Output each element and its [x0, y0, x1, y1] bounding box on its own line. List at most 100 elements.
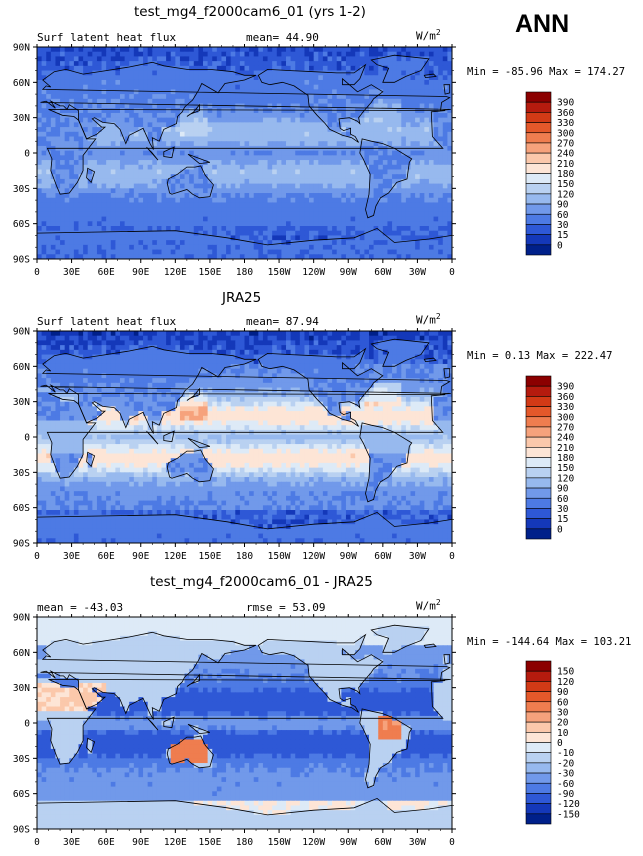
y-tick-label: 60N: [13, 648, 30, 659]
colorbar-box: [525, 132, 552, 144]
colorbar-box: [525, 234, 552, 246]
colorbar-label: -150: [557, 809, 580, 820]
x-tick-label: 120W: [302, 551, 325, 562]
colorbar-box: [525, 711, 552, 723]
colorbar-box: [525, 416, 552, 428]
colorbar-label: 240: [557, 149, 574, 160]
x-tick-label: 120E: [164, 267, 187, 278]
colorbar-label: 60: [557, 210, 569, 221]
y-tick-label: 30N: [13, 397, 30, 408]
colorbar-box: [525, 518, 552, 530]
colorbar-label: 150: [557, 667, 574, 678]
colorbar-label: 120: [557, 677, 574, 688]
season-label: ANN: [515, 10, 570, 38]
colorbar-label: 330: [557, 402, 574, 413]
colorbar-box: [525, 183, 552, 195]
colorbar-label: 120: [557, 473, 574, 484]
x-tick-label: 150E: [198, 267, 221, 278]
x-tick-label: 0: [449, 837, 455, 848]
x-tick-label: 180: [236, 267, 253, 278]
x-tick-label: 60E: [98, 551, 115, 562]
colorbar-label: 150: [557, 463, 574, 474]
colorbar-box: [525, 477, 552, 489]
x-tick-label: 30W: [409, 837, 426, 848]
x-tick-label: 120E: [164, 551, 187, 562]
colorbar-box: [525, 122, 552, 134]
colorbar-box: [525, 721, 552, 733]
colorbar-label: 60: [557, 697, 569, 708]
colorbar-box: [525, 497, 552, 509]
y-tick-label: 0: [24, 433, 30, 444]
x-tick-label: 90E: [132, 551, 149, 562]
y-tick-label: 90S: [13, 255, 30, 266]
x-tick-label: 0: [34, 551, 40, 562]
panel-3-coastlines: [37, 624, 452, 829]
x-tick-label: 150W: [268, 267, 291, 278]
colorbar-box: [525, 782, 552, 794]
colorbar-box: [525, 457, 552, 468]
colorbar-box: [525, 742, 552, 753]
colorbar-label: 90: [557, 687, 569, 698]
colorbar-label: 360: [557, 392, 574, 403]
y-tick-label: 30S: [13, 468, 30, 479]
colorbar-box: [525, 436, 552, 448]
colorbar-label: 300: [557, 128, 574, 139]
x-tick-label: 30E: [63, 267, 80, 278]
colorbar-label: 390: [557, 98, 574, 109]
x-tick-label: 60E: [98, 837, 115, 848]
colorbar-label: 330: [557, 118, 574, 129]
panel-1-units: W/m2: [416, 28, 441, 43]
colorbar-label: 90: [557, 200, 569, 211]
panel-2-map: 0 30E 60E 90E 120E 150E 180 150W 120W 90W 60W 30W 09…: [13, 327, 456, 562]
y-tick-label: 90N: [13, 613, 30, 624]
colorbar-box: [525, 660, 552, 672]
x-tick-label: 150E: [198, 837, 221, 848]
panel-1-variable: Surf latent heat flux: [37, 31, 177, 44]
panel-1-mean: mean= 44.90: [246, 31, 319, 44]
colorbar-box: [525, 508, 552, 519]
panel-2-title: JRA25: [222, 290, 262, 306]
colorbar-box: [525, 691, 552, 703]
y-tick-label: 90N: [13, 43, 30, 54]
y-tick-label: 0: [24, 719, 30, 730]
panel-3-mean: mean = -43.03: [37, 601, 124, 614]
colorbar-box: [525, 467, 552, 479]
colorbar-box: [525, 752, 552, 764]
colorbar-label: 360: [557, 108, 574, 119]
x-tick-label: 90E: [132, 267, 149, 278]
colorbar-label: 0: [557, 240, 563, 251]
panel-2-mean: mean= 87.94: [246, 315, 319, 328]
y-tick-label: 60S: [13, 503, 30, 514]
panel-3-minmax: Min = -144.64 Max = 103.21: [467, 636, 632, 648]
panel-3-map: 0 30E 60E 90E 120E 150E 180 150W 120W 90W 60W 30W 09…: [13, 613, 456, 848]
colorbar-label: 270: [557, 138, 574, 149]
colorbar-box: [525, 244, 552, 256]
panel-1-minmax: Min = -85.96 Max = 174.27: [467, 66, 626, 78]
colorbar-label: 30: [557, 707, 569, 718]
x-tick-label: 120W: [302, 837, 325, 848]
panel-3-units: W/m2: [416, 598, 441, 613]
colorbar-label: 30: [557, 220, 569, 231]
colorbar-label: -20: [557, 758, 574, 769]
colorbar-label: 15: [557, 230, 568, 241]
x-tick-label: 30E: [63, 837, 80, 848]
colorbar-box: [525, 406, 552, 418]
colorbar-label: 30: [557, 504, 569, 515]
colorbar-label: 120: [557, 189, 574, 200]
colorbar-label: 15: [557, 514, 568, 525]
colorbar-box: [525, 385, 552, 397]
panel-1-title: test_mg4_f2000cam6_01 (yrs 1-2): [134, 4, 366, 20]
x-tick-label: 0: [449, 267, 455, 278]
x-tick-label: 150W: [268, 551, 291, 562]
colorbar-box: [525, 813, 552, 825]
colorbar-label: 210: [557, 443, 574, 454]
panel-2-minmax: Min = 0.13 Max = 222.47: [467, 350, 613, 362]
x-tick-label: 30W: [409, 551, 426, 562]
colorbar-box: [525, 173, 552, 184]
x-tick-label: 60W: [374, 551, 391, 562]
x-tick-label: 90W: [340, 551, 357, 562]
colorbar-box: [525, 803, 552, 815]
